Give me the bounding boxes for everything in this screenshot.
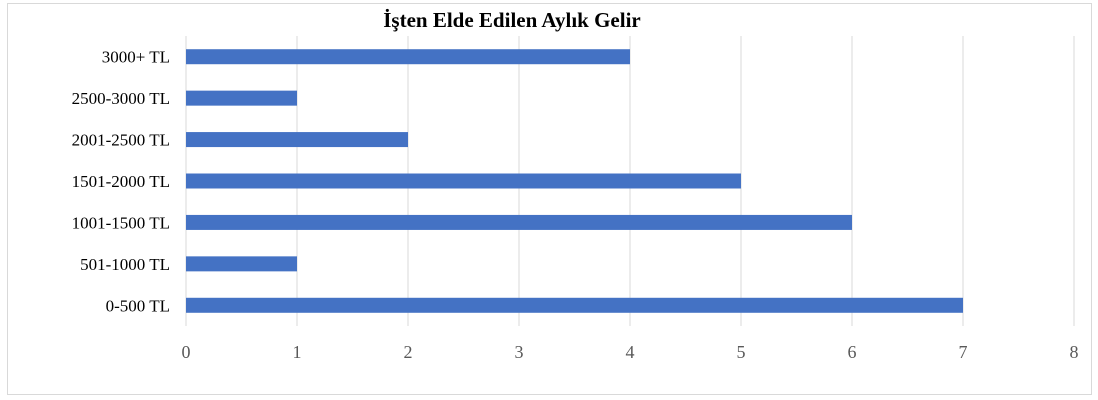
chart-title: İşten Elde Edilen Aylık Gelir [383, 8, 640, 32]
category-label-5: 501-1000 TL [80, 255, 170, 274]
category-label-2: 2001-2500 TL [72, 131, 170, 150]
category-label-3: 1501-2000 TL [72, 172, 170, 191]
x-tick-label-4: 4 [626, 342, 635, 362]
bar-1 [186, 90, 297, 106]
x-tick-label-7: 7 [959, 342, 968, 362]
bar-2 [186, 132, 408, 148]
bar-6 [186, 297, 963, 313]
x-tick-label-5: 5 [737, 342, 746, 362]
x-tick-label-0: 0 [182, 342, 191, 362]
category-label-0: 3000+ TL [102, 48, 170, 67]
category-label-4: 1001-1500 TL [72, 213, 170, 232]
x-tick-label-2: 2 [404, 342, 413, 362]
category-label-1: 2500-3000 TL [72, 89, 170, 108]
bar-0 [186, 49, 630, 65]
x-tick-label-6: 6 [848, 342, 857, 362]
x-tick-label-3: 3 [515, 342, 524, 362]
bars [186, 49, 963, 313]
bar-5 [186, 256, 297, 272]
x-tick-label-8: 8 [1070, 342, 1079, 362]
bar-3 [186, 173, 741, 189]
category-label-6: 0-500 TL [106, 296, 170, 315]
x-tick-label-1: 1 [293, 342, 302, 362]
category-labels: 3000+ TL 2500-3000 TL 2001-2500 TL 1501-200… [72, 48, 170, 316]
chart-frame [7, 3, 1092, 395]
x-tick-labels: 0 1 2 3 4 5 6 7 8 [182, 342, 1079, 362]
bar-4 [186, 214, 852, 230]
